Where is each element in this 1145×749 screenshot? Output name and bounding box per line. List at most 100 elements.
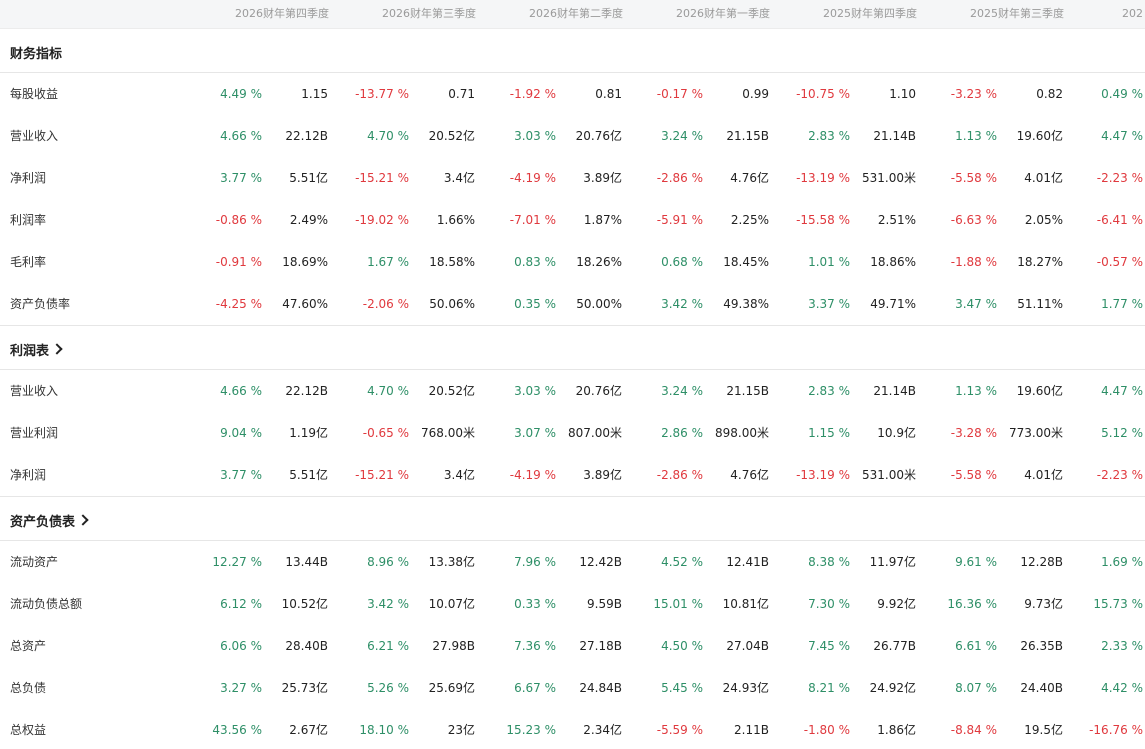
table-row: 总负债 3.27 % 25.73亿 5.26 % 25.69亿 6.67 % 24.84B 5… <box>0 667 1145 709</box>
metric-value: 20.76亿 <box>575 384 622 398</box>
change-percent: 7.45 % <box>808 639 850 653</box>
change-percent: 2.33 % <box>1101 639 1143 653</box>
section-title-2[interactable]: 利润表 <box>10 340 63 359</box>
change-percent: 2.83 % <box>808 129 850 143</box>
metric-value: 20.76亿 <box>575 129 622 143</box>
change-percent: 3.47 % <box>955 297 997 311</box>
change-percent: 6.21 % <box>367 639 409 653</box>
change-percent: 16.36 % <box>947 597 997 611</box>
section-title-3[interactable]: 资产负债表 <box>10 511 89 530</box>
change-percent: 15.23 % <box>506 723 556 737</box>
change-percent: -4.19 % <box>509 171 556 185</box>
metric-value: 898.00米 <box>715 426 769 440</box>
change-percent: 2.83 % <box>808 384 850 398</box>
metric-value: 13.44B <box>285 555 328 569</box>
period-header-7: 202 <box>1122 7 1143 20</box>
metric-value: 2.67亿 <box>289 723 328 737</box>
row-label: 总负债 <box>10 681 47 695</box>
change-percent: 9.04 % <box>220 426 262 440</box>
row-label: 营业利润 <box>10 426 59 440</box>
metric-value: 5.51亿 <box>289 171 328 185</box>
change-percent: -6.41 % <box>1096 213 1143 227</box>
metric-value: 26.35B <box>1020 639 1063 653</box>
metric-value: 0.81 <box>595 87 622 101</box>
chevron-right-icon <box>51 343 63 355</box>
metric-value: 27.18B <box>579 639 622 653</box>
row-label: 总资产 <box>10 639 47 653</box>
metric-value: 9.92亿 <box>877 597 916 611</box>
metric-value: 9.73亿 <box>1024 597 1063 611</box>
change-percent: -4.19 % <box>509 468 556 482</box>
metric-value: 50.06% <box>429 297 475 311</box>
change-percent: 5.12 % <box>1101 426 1143 440</box>
metric-value: 20.52亿 <box>428 129 475 143</box>
row-label: 净利润 <box>10 171 47 185</box>
metric-value: 25.73亿 <box>281 681 328 695</box>
change-percent: 1.69 % <box>1101 555 1143 569</box>
change-percent: 12.27 % <box>212 555 262 569</box>
metric-value: 22.12B <box>285 384 328 398</box>
metric-value: 5.51亿 <box>289 468 328 482</box>
metric-value: 10.9亿 <box>877 426 916 440</box>
table-row: 总权益 43.56 % 2.67亿 18.10 % 23亿 15.23 % 2.34亿 -5.… <box>0 709 1145 749</box>
change-percent: -8.84 % <box>950 723 997 737</box>
change-percent: -2.86 % <box>656 468 703 482</box>
metric-value: 12.42B <box>579 555 622 569</box>
table-row: 流动资产 12.27 % 13.44B 8.96 % 13.38亿 7.96 % 12.42… <box>0 541 1145 583</box>
table-row: 营业利润 9.04 % 1.19亿 -0.65 % 768.00米 3.07 % 807.0… <box>0 412 1145 454</box>
section-title-text: 资产负债表 <box>10 515 76 530</box>
table-row: 营业收入 4.66 % 22.12B 4.70 % 20.52亿 3.03 % 20.76亿… <box>0 370 1145 412</box>
metric-value: 1.66% <box>436 213 475 227</box>
change-percent: 15.73 % <box>1093 597 1143 611</box>
metric-value: 10.07亿 <box>428 597 475 611</box>
metric-value: 18.26% <box>576 255 622 269</box>
change-percent: 9.61 % <box>955 555 997 569</box>
metric-value: 50.00% <box>576 297 622 311</box>
metric-value: 531.00米 <box>862 468 916 482</box>
table-row: 净利润 3.77 % 5.51亿 -15.21 % 3.4亿 -4.19 % 3.89亿 -2… <box>0 157 1145 199</box>
change-percent: 7.36 % <box>514 639 556 653</box>
metric-value: 19.60亿 <box>1016 129 1063 143</box>
metric-value: 768.00米 <box>421 426 475 440</box>
metric-value: 18.45% <box>723 255 769 269</box>
period-header-1: 2026财年第四季度 <box>235 7 329 20</box>
change-percent: -2.86 % <box>656 171 703 185</box>
change-percent: 4.70 % <box>367 384 409 398</box>
section-title-text: 利润表 <box>10 344 50 359</box>
metric-value: 4.01亿 <box>1024 468 1063 482</box>
change-percent: 4.66 % <box>220 129 262 143</box>
table-row: 利润率 -0.86 % 2.49% -19.02 % 1.66% -7.01 % 1.87%… <box>0 199 1145 241</box>
change-percent: -5.58 % <box>950 468 997 482</box>
metric-value: 49.38% <box>723 297 769 311</box>
change-percent: 1.77 % <box>1101 297 1143 311</box>
row-label: 每股收益 <box>10 87 59 101</box>
metric-value: 3.4亿 <box>443 468 475 482</box>
table-row: 资产负债率 -4.25 % 47.60% -2.06 % 50.06% 0.35 % 50.… <box>0 283 1145 325</box>
metric-value: 2.25% <box>730 213 769 227</box>
change-percent: -13.77 % <box>355 87 409 101</box>
metric-value: 773.00米 <box>1009 426 1063 440</box>
change-percent: 3.27 % <box>220 681 262 695</box>
chevron-right-icon <box>77 514 89 526</box>
change-percent: 3.07 % <box>514 426 556 440</box>
metric-value: 10.81亿 <box>722 597 769 611</box>
change-percent: 6.67 % <box>514 681 556 695</box>
row-label: 净利润 <box>10 468 47 482</box>
metric-value: 24.40B <box>1020 681 1063 695</box>
metric-value: 24.92亿 <box>869 681 916 695</box>
change-percent: -3.23 % <box>950 87 997 101</box>
change-percent: 0.33 % <box>514 597 556 611</box>
change-percent: -0.17 % <box>656 87 703 101</box>
metric-value: 3.4亿 <box>443 171 475 185</box>
change-percent: 2.86 % <box>661 426 703 440</box>
metric-value: 27.98B <box>432 639 475 653</box>
section-title-1: 财务指标 <box>10 43 62 62</box>
change-percent: 3.42 % <box>661 297 703 311</box>
change-percent: -15.58 % <box>796 213 850 227</box>
change-percent: 0.49 % <box>1101 87 1143 101</box>
change-percent: 4.66 % <box>220 384 262 398</box>
metric-value: 0.71 <box>448 87 475 101</box>
metric-value: 12.41B <box>726 555 769 569</box>
metric-value: 24.93亿 <box>722 681 769 695</box>
